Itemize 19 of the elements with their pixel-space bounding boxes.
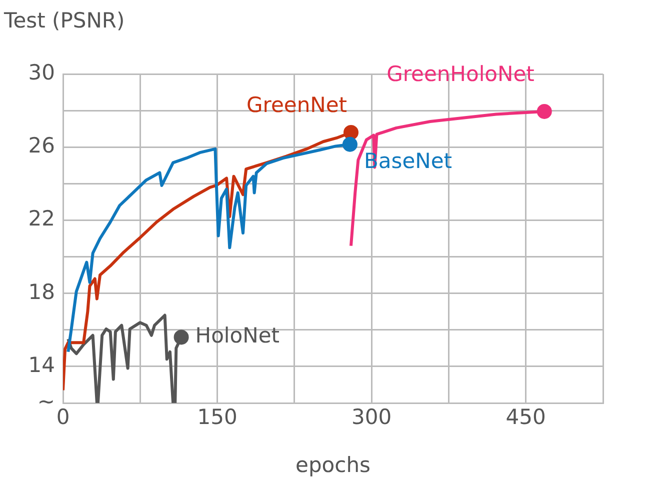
y-tick-label: 18 [28, 280, 55, 304]
y-tick-label: 22 [28, 206, 55, 231]
point [174, 330, 189, 345]
series-label: GreenHoloNet [386, 62, 534, 86]
point [344, 124, 358, 140]
series-label: GreenNet [246, 92, 347, 117]
x-tick-label: 0 [56, 405, 70, 430]
x-axis-title: epochs [296, 452, 370, 477]
series-label: HoloNet [195, 324, 280, 348]
y-tick-label: 26 [28, 134, 55, 158]
x-tick-label: 450 [506, 405, 546, 430]
x-tick-label: 150 [197, 405, 238, 430]
y-tick-label: 14 [28, 352, 55, 377]
y-tick-label: ~ [37, 389, 55, 414]
point [342, 136, 358, 152]
y-axis-title: Test (PSNR) [3, 8, 125, 32]
x-tick-label: 300 [352, 405, 392, 430]
y-tick-label: 30 [28, 60, 55, 84]
point [536, 104, 552, 119]
